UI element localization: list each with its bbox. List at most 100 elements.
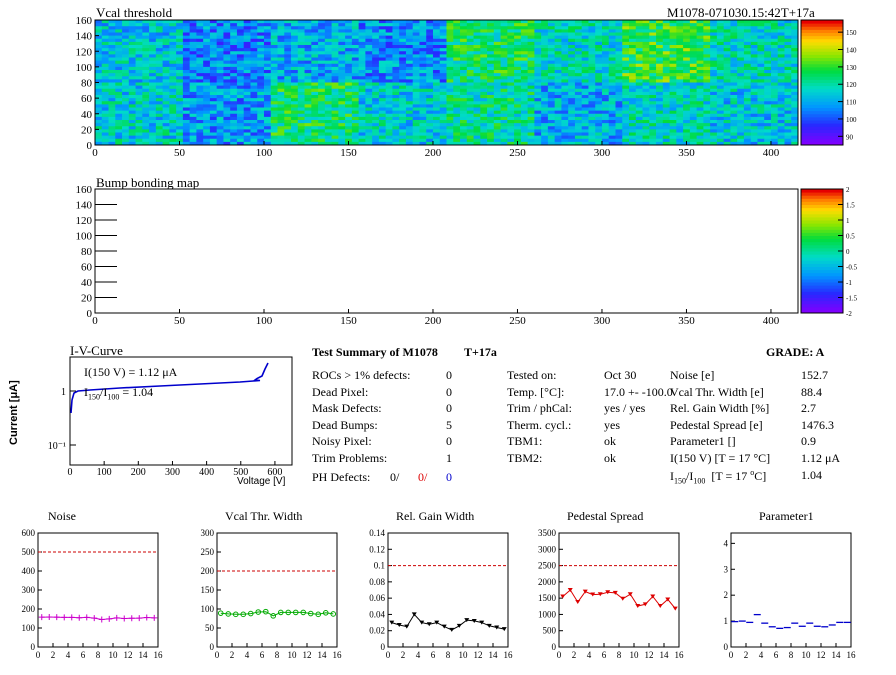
heatmap-cell bbox=[757, 110, 765, 115]
heatmap-cell bbox=[203, 41, 211, 46]
heatmap-cell bbox=[304, 23, 312, 27]
heatmap-cell bbox=[115, 82, 123, 87]
heatmap-cell bbox=[236, 41, 245, 46]
heatmap-cell bbox=[142, 76, 150, 80]
heatmap-cell bbox=[412, 73, 420, 77]
heatmap-cell bbox=[669, 70, 677, 74]
heatmap-cell bbox=[520, 95, 529, 99]
heatmap-cell bbox=[703, 98, 711, 102]
heatmap-cell bbox=[601, 32, 610, 37]
colorbar-tick-label: 130 bbox=[846, 64, 857, 72]
heatmap-cell bbox=[757, 41, 765, 46]
heatmap-cell bbox=[696, 51, 704, 55]
heatmap-cell bbox=[358, 45, 366, 49]
heatmap-cell bbox=[236, 45, 245, 49]
y-tick-label: 0.08 bbox=[369, 577, 385, 587]
data-point bbox=[411, 612, 417, 617]
heatmap-cell bbox=[777, 101, 785, 105]
heatmap-cell bbox=[649, 51, 657, 55]
heatmap-cell bbox=[446, 129, 454, 133]
heatmap-cell bbox=[263, 66, 272, 71]
heatmap-cell bbox=[473, 32, 481, 37]
heatmap-cell bbox=[243, 79, 251, 83]
heatmap-cell bbox=[385, 91, 393, 96]
heatmap-cell bbox=[649, 138, 657, 143]
heatmap-cell bbox=[669, 35, 677, 40]
heatmap-cell bbox=[487, 120, 495, 124]
heatmap-cell bbox=[135, 120, 143, 124]
heatmap-cell bbox=[574, 76, 583, 80]
heatmap-cell bbox=[338, 91, 346, 96]
heatmap-cell bbox=[493, 129, 501, 133]
heatmap-cell bbox=[561, 113, 569, 118]
heatmap-cell bbox=[737, 126, 745, 130]
heatmap-cell bbox=[777, 38, 785, 43]
heatmap-cell bbox=[581, 41, 589, 46]
y-tick-label: 3 bbox=[724, 564, 729, 574]
heatmap-cell bbox=[493, 82, 501, 87]
heatmap-cell bbox=[649, 107, 657, 112]
heatmap-cell bbox=[743, 29, 752, 33]
heatmap-cell bbox=[250, 104, 258, 108]
heatmap-cell bbox=[500, 98, 508, 102]
heatmap-cell bbox=[270, 104, 278, 108]
heatmap-cell bbox=[108, 70, 116, 74]
heatmap-cell bbox=[149, 66, 157, 71]
heatmap-cell bbox=[216, 101, 224, 105]
heatmap-cell bbox=[541, 126, 549, 130]
heatmap-cell bbox=[196, 123, 204, 127]
heatmap-cell bbox=[629, 57, 637, 62]
heatmap-cell bbox=[291, 101, 299, 105]
heatmap-cell bbox=[331, 85, 339, 90]
data-point bbox=[419, 620, 425, 625]
heatmap-cell bbox=[574, 110, 583, 115]
heatmap-cell bbox=[399, 70, 407, 74]
heatmap-cell bbox=[574, 132, 583, 137]
heatmap-cell bbox=[378, 32, 387, 37]
heatmap-cell bbox=[439, 116, 447, 121]
heatmap-cell bbox=[683, 88, 691, 93]
colorbar-step bbox=[801, 220, 843, 224]
x-tick-label: 16 bbox=[675, 650, 685, 660]
heatmap-cell bbox=[291, 110, 299, 115]
heatmap-cell bbox=[223, 20, 231, 24]
heatmap-cell bbox=[460, 41, 468, 46]
heatmap-cell bbox=[554, 123, 562, 127]
heatmap-cell bbox=[784, 120, 792, 124]
heatmap-cell bbox=[493, 26, 501, 30]
heatmap-cell bbox=[561, 63, 569, 68]
heatmap-cell bbox=[223, 101, 231, 105]
heatmap-cell bbox=[676, 57, 684, 62]
heatmap-cell bbox=[223, 57, 231, 62]
heatmap-cell bbox=[730, 73, 738, 77]
heatmap-cell bbox=[723, 107, 731, 112]
heatmap-cell bbox=[520, 132, 529, 137]
heatmap-cell bbox=[534, 98, 542, 102]
heatmap-cell bbox=[669, 91, 677, 96]
heatmap-cell bbox=[324, 79, 332, 83]
heatmap-cell bbox=[203, 116, 211, 121]
heatmap-cell bbox=[263, 48, 272, 52]
data-point bbox=[91, 615, 98, 622]
heatmap-cell bbox=[608, 95, 616, 99]
heatmap-cell bbox=[176, 26, 184, 30]
heatmap-cell bbox=[608, 135, 616, 140]
heatmap-cell bbox=[527, 73, 535, 77]
heatmap-cell bbox=[189, 126, 197, 130]
heatmap-cell bbox=[453, 20, 461, 24]
heatmap-cell bbox=[507, 126, 515, 130]
heatmap-cell bbox=[547, 45, 556, 49]
heatmap-cell bbox=[426, 98, 434, 102]
heatmap-cell bbox=[412, 95, 420, 99]
heatmap-cell bbox=[757, 48, 765, 52]
heatmap-cell bbox=[480, 35, 488, 40]
heatmap-cell bbox=[480, 76, 488, 80]
heatmap-cell bbox=[209, 45, 218, 49]
heatmap-cell bbox=[662, 66, 670, 71]
heatmap-cell bbox=[257, 88, 265, 93]
heatmap-cell bbox=[473, 85, 481, 90]
heatmap-cell bbox=[622, 20, 630, 24]
heatmap-cell bbox=[223, 85, 231, 90]
heatmap-cell bbox=[737, 120, 745, 124]
